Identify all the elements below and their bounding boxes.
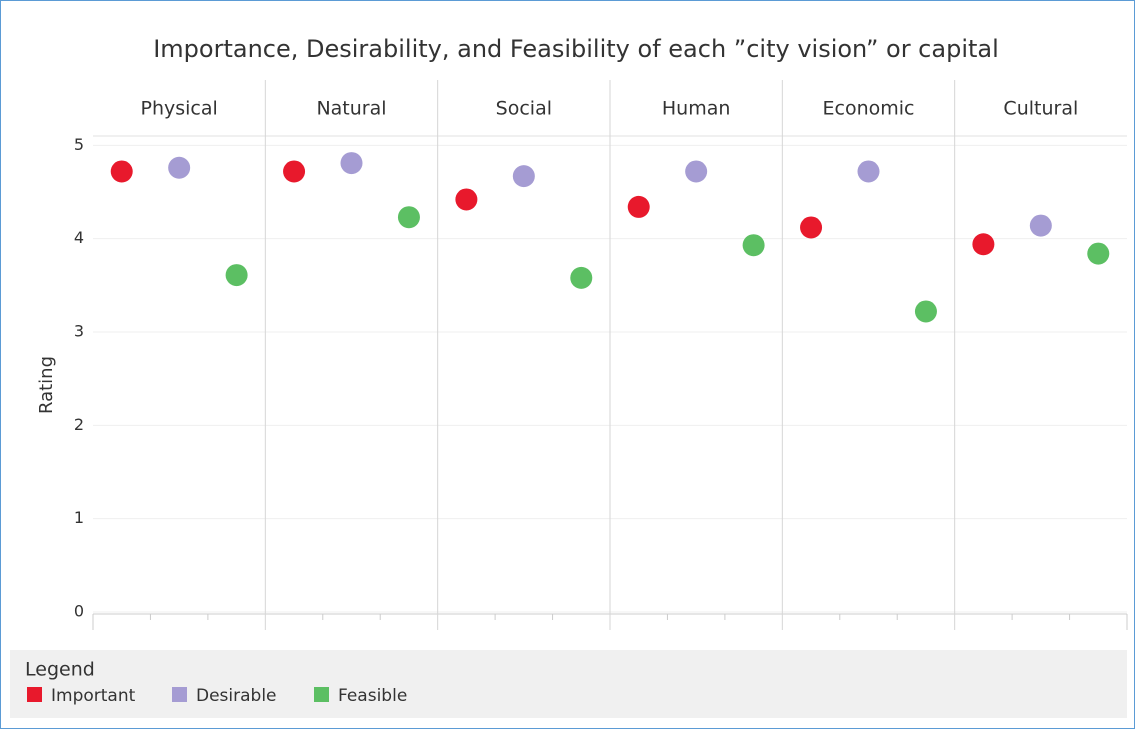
legend-label: Important [51,686,136,706]
dot [225,264,248,287]
y-tick-label: 0 [74,602,84,621]
legend-label: Feasible [338,686,407,706]
legend-swatch [172,687,187,702]
dot [283,160,306,183]
dot [857,160,880,183]
panel-header: Economic [823,98,915,120]
dot [685,160,708,183]
dot [570,266,593,289]
dot [972,233,995,256]
legend-box [10,650,1127,718]
dot [168,156,191,179]
dot [914,300,937,323]
dot [627,195,650,218]
panel-header: Natural [316,98,386,120]
dot [455,188,478,211]
dot [742,234,765,257]
legend-swatch [27,687,42,702]
dot [1029,214,1052,237]
dot [800,216,823,239]
legend-swatch [314,687,329,702]
panel-header: Physical [141,98,218,120]
y-tick-label: 3 [74,322,84,341]
legend-title: Legend [25,659,95,681]
chart-title: Importance, Desirability, and Feasibilit… [153,35,999,63]
dot [110,160,133,183]
legend-label: Desirable [196,686,277,706]
y-tick-label: 4 [74,228,84,247]
panel-header: Cultural [1003,98,1078,120]
panel-header: Human [662,98,731,120]
dot [1087,242,1110,265]
y-tick-label: 5 [74,135,84,154]
dot [512,165,535,188]
y-tick-label: 2 [74,415,84,434]
dot [340,152,363,175]
dot [397,206,420,229]
y-axis-label: Rating [36,356,57,414]
y-tick-label: 1 [74,508,84,527]
panel-header: Social [496,98,552,120]
